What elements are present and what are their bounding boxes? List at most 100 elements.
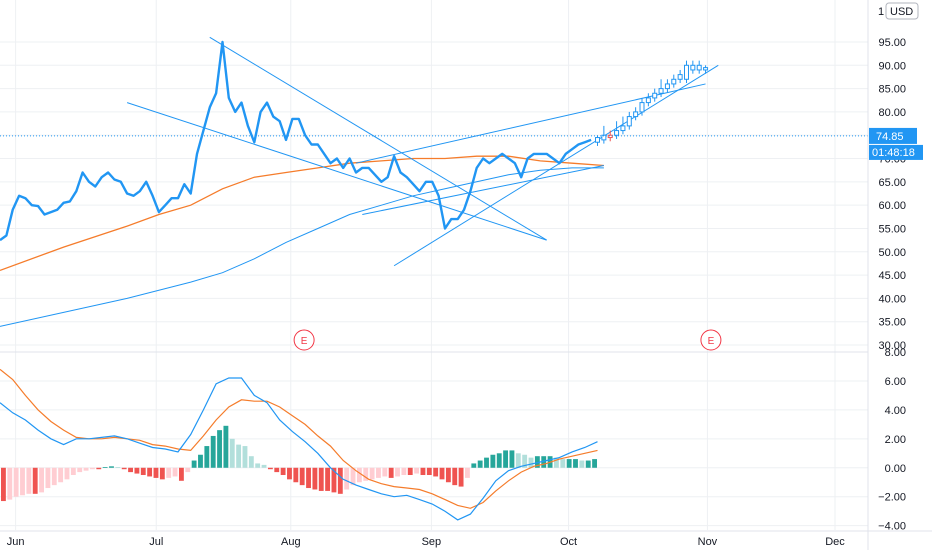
- trendline: [126, 102, 547, 241]
- histogram-bar: [471, 463, 477, 468]
- currency-label[interactable]: USD: [890, 6, 913, 18]
- histogram-bar: [242, 446, 248, 468]
- candle-body: [620, 125, 626, 132]
- macd-tick-label: 2.00: [885, 434, 906, 446]
- histogram-bar: [337, 467, 343, 494]
- histogram-bar: [496, 453, 502, 468]
- price-series: [0, 40, 592, 242]
- candle-body: [639, 102, 645, 113]
- histogram-bar: [426, 467, 432, 476]
- earnings-marker[interactable]: E: [700, 329, 722, 351]
- countdown-value: 01:48:18: [872, 147, 915, 159]
- trendlines[interactable]: [126, 36, 719, 267]
- histogram-bar: [109, 466, 114, 468]
- histogram-bar: [26, 467, 32, 494]
- histogram-bar: [115, 467, 121, 468]
- candle-body: [614, 130, 620, 136]
- candle-body: [645, 97, 651, 104]
- histogram-bar: [376, 467, 381, 478]
- candle-body: [696, 64, 702, 71]
- price-axis[interactable]: 30.00 35.00 40.00 45.00 50.00 55.00 60.00 65.00…: [878, 37, 906, 352]
- histogram-bar: [39, 467, 44, 493]
- last-price-value: 74.85: [876, 131, 904, 143]
- histogram-bar: [554, 457, 559, 468]
- candle-body: [595, 137, 601, 143]
- histogram-bar: [312, 467, 318, 490]
- time-axis[interactable]: Jun Jul Aug Sep Oct Nov Dec: [0, 530, 932, 548]
- candle-body: [664, 83, 670, 90]
- histogram-bar: [1, 467, 6, 502]
- histogram-bar: [229, 438, 235, 468]
- earnings-icon: [700, 329, 722, 351]
- histogram-bar: [363, 467, 369, 481]
- histogram-bar: [128, 467, 133, 473]
- histogram-bar: [382, 467, 388, 477]
- histogram-bar: [560, 459, 566, 468]
- macd-axis[interactable]: −4.00 −2.00 0.00 2.00 4.00 6.00 8.00: [878, 347, 906, 533]
- currency-selector[interactable]: 1 USD: [878, 2, 919, 20]
- histogram-bar: [147, 467, 153, 477]
- histogram-bar: [420, 467, 426, 476]
- histogram-bar: [153, 467, 159, 478]
- macd-panel[interactable]: [0, 368, 598, 521]
- grid: [0, 0, 868, 530]
- histogram-bar: [433, 467, 439, 477]
- histogram-bar: [490, 454, 496, 468]
- price-tick-label: 35.00: [878, 317, 906, 329]
- earnings-icon: [293, 329, 315, 351]
- histogram-bar: [509, 450, 515, 468]
- histogram-bar: [445, 467, 451, 483]
- histogram-bar: [96, 467, 102, 470]
- price-tick-label: 55.00: [878, 223, 906, 235]
- histogram-bar: [356, 467, 362, 483]
- candle-body: [633, 111, 639, 118]
- histogram-bar: [331, 467, 337, 493]
- histogram-bar: [573, 459, 578, 468]
- price-tick-label: 30.00: [878, 340, 906, 352]
- currency-box[interactable]: [885, 2, 919, 20]
- price-tick-label: 50.00: [878, 247, 906, 259]
- histogram-bar: [267, 467, 273, 470]
- countdown-tag: [869, 144, 923, 160]
- histogram-bar: [350, 467, 356, 486]
- histogram-bar: [7, 467, 13, 500]
- time-tick-label: Aug: [281, 536, 301, 548]
- price-tick-label: 80.00: [878, 107, 906, 119]
- time-tick-label: Jul: [149, 536, 163, 548]
- histogram-bar: [306, 467, 311, 489]
- earnings-marker[interactable]: E: [293, 329, 315, 351]
- histogram-bar: [45, 467, 51, 489]
- candle-body: [677, 74, 683, 80]
- histogram-bar: [191, 460, 197, 468]
- price-tags: 74.85 01:48:18: [869, 127, 923, 160]
- histogram-bar: [185, 467, 191, 473]
- ma-orange-line: [0, 155, 604, 272]
- macd-tick-label: 6.00: [885, 376, 906, 388]
- histogram-bar: [484, 457, 489, 468]
- currency-prefix: 1: [878, 6, 884, 18]
- histogram-bar: [13, 467, 19, 497]
- price-tick-label: 45.00: [878, 270, 906, 282]
- histogram-bar: [407, 467, 413, 476]
- macd-tick-label: 0.00: [885, 463, 906, 475]
- histogram-bar: [121, 467, 127, 470]
- trendline: [393, 64, 719, 267]
- histogram-bar: [528, 457, 534, 468]
- histogram-bar: [172, 467, 178, 477]
- histogram-bar: [83, 467, 89, 471]
- histogram-bar: [274, 467, 280, 473]
- histogram-bar: [178, 467, 184, 481]
- price-line: [0, 40, 592, 242]
- last-price-tag: [869, 127, 917, 144]
- histogram-bar: [280, 467, 286, 476]
- candle-body: [658, 88, 664, 94]
- histogram-bar: [401, 467, 407, 476]
- price-tick-label: 95.00: [878, 37, 906, 49]
- macd-lines: [0, 368, 598, 521]
- histogram-bar: [89, 467, 95, 470]
- histogram-bar: [566, 459, 572, 468]
- histogram-bar: [534, 456, 540, 468]
